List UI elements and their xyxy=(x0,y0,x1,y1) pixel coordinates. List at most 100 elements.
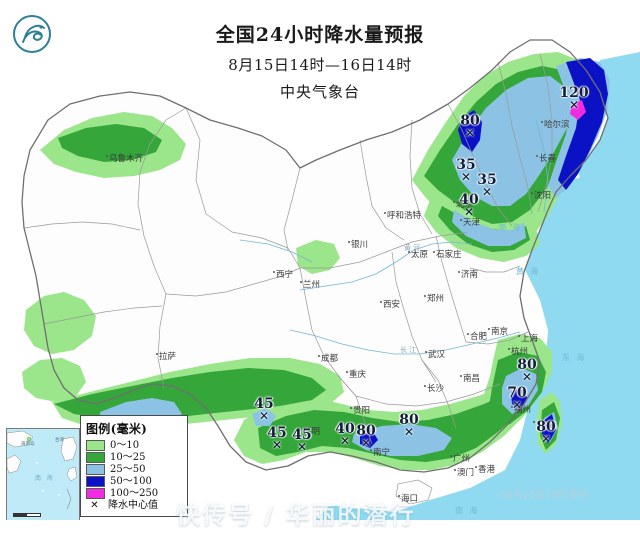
city-dot-icon xyxy=(370,448,372,451)
precip-center-value: 80 xyxy=(536,419,556,435)
city-label-9: 石家庄 xyxy=(433,248,462,260)
city-dot-icon xyxy=(384,211,386,214)
city-name: 北京 xyxy=(456,200,474,210)
city-dot-icon xyxy=(346,370,348,373)
city-name: 澳门 xyxy=(457,468,475,478)
city-label-13: 成都 xyxy=(318,352,338,364)
city-dot-icon xyxy=(460,218,462,221)
precip-center-4: 40 ✕ xyxy=(452,193,486,218)
legend-label-4: 100～250 xyxy=(110,487,159,499)
legend-row-0: 0～10 xyxy=(86,440,182,451)
south-china-sea-inset: 台湾 海南岛 南 海 1:40 000 000 xyxy=(6,428,80,528)
precip-center-x-icon: ✕ xyxy=(360,436,372,450)
city-dot-icon xyxy=(273,270,275,273)
legend-row-2: 25～50 xyxy=(86,464,182,475)
city-label-17: 南京 xyxy=(488,325,508,337)
city-label-0: 乌鲁木齐 xyxy=(106,152,143,164)
city-label-23: 贵阳 xyxy=(350,404,370,416)
forecast-period: 8月15日14时—16日14时 xyxy=(228,55,412,74)
city-label-32: 长春 xyxy=(536,152,556,164)
legend-row-center-marker: ✕ 降水中心值 xyxy=(86,500,182,511)
precip-center-1: 120 ✕ xyxy=(557,86,591,111)
precip-center-2: 35 ✕ xyxy=(449,158,483,183)
precip-center-6: 45 ✕ xyxy=(260,426,294,451)
city-name: 哈尔滨 xyxy=(544,120,570,130)
city-label-15: 武汉 xyxy=(425,348,445,360)
precip-center-x-icon: ✕ xyxy=(271,438,283,452)
precip-band-100-250 xyxy=(570,100,586,120)
city-label-16: 合肥 xyxy=(467,330,487,342)
city-label-11: 郑州 xyxy=(424,292,444,304)
city-label-20: 南昌 xyxy=(460,372,480,384)
city-dot-icon xyxy=(424,384,426,387)
legend-swatch-3 xyxy=(86,476,105,487)
city-name: 杭州 xyxy=(511,347,529,357)
legend-label-2: 25～50 xyxy=(110,463,146,475)
precip-center-x-icon: ✕ xyxy=(403,425,415,439)
city-dot-icon xyxy=(380,300,382,303)
issue-time-text: 08月15日18时发布 xyxy=(500,490,589,501)
city-name: 广州 xyxy=(453,454,471,464)
city-dot-icon xyxy=(536,154,538,157)
geo-label-3: 东 海 xyxy=(562,353,587,362)
legend-label-0: 0～10 xyxy=(110,439,140,451)
city-name: 沈阳 xyxy=(534,191,552,201)
city-name: 台北 xyxy=(536,420,554,430)
city-dot-icon xyxy=(488,327,490,330)
city-name: 西安 xyxy=(383,300,401,310)
precip-center-value: 35 xyxy=(456,157,476,173)
city-name: 西宁 xyxy=(276,270,294,280)
precip-center-12: 70 ✕ xyxy=(500,386,534,411)
precip-center-value: 40 xyxy=(335,421,355,437)
city-dot-icon xyxy=(350,406,352,409)
precip-center-value: 80 xyxy=(517,357,537,373)
precip-center-value: 120 xyxy=(559,85,589,101)
geo-label-5: 渤 海 xyxy=(498,223,523,232)
city-name: 福州 xyxy=(514,405,532,415)
city-label-7: 天津 xyxy=(460,216,480,228)
city-dot-icon xyxy=(533,420,535,423)
city-label-29: 台北 xyxy=(533,418,553,430)
legend-row-1: 10～25 xyxy=(86,452,182,463)
legend-label-3: 50～100 xyxy=(110,475,152,487)
city-name: 郑州 xyxy=(427,294,445,304)
watermark-text: 快传号 / 华丽的潜行 xyxy=(176,501,416,529)
city-label-18: 上海 xyxy=(518,332,538,344)
city-label-33: 沈阳 xyxy=(531,189,551,201)
city-label-19: 杭州 xyxy=(508,345,528,357)
precip-center-value: 45 xyxy=(254,396,274,412)
city-dot-icon xyxy=(318,354,320,357)
city-dot-icon xyxy=(475,465,477,468)
city-name: 南昌 xyxy=(463,374,481,384)
city-label-4: 银川 xyxy=(348,238,368,250)
city-dot-icon xyxy=(511,405,513,408)
precip-center-x-icon: ✕ xyxy=(464,126,476,140)
precip-center-x-icon: ✕ xyxy=(296,440,308,454)
city-name: 兰州 xyxy=(303,280,321,290)
city-name: 贵阳 xyxy=(353,406,371,416)
precip-center-x-icon: ✕ xyxy=(511,398,523,412)
precip-center-value: 35 xyxy=(477,172,497,188)
city-name: 太原 xyxy=(411,250,429,260)
national-boundary xyxy=(21,39,609,473)
city-dot-icon xyxy=(518,334,520,337)
legend-swatch-1 xyxy=(86,452,105,463)
city-label-1: 拉萨 xyxy=(156,350,176,362)
city-label-26: 广州 xyxy=(450,452,470,464)
city-name: 重庆 xyxy=(349,370,367,380)
precip-center-value: 70 xyxy=(507,385,527,401)
precip-center-x-icon: ✕ xyxy=(521,370,533,384)
rivers xyxy=(239,119,549,355)
city-name: 天津 xyxy=(463,218,481,228)
city-dot-icon xyxy=(106,154,108,157)
city-name: 海口 xyxy=(401,494,419,504)
geo-label-4: 南 海 xyxy=(455,506,480,515)
precip-center-9: 80 ✕ xyxy=(349,424,383,449)
city-dot-icon xyxy=(424,294,426,297)
geo-label-2: 黄 海 xyxy=(516,267,541,276)
city-dot-icon xyxy=(408,250,410,253)
precip-center-8: 40 ✕ xyxy=(328,422,362,447)
city-dot-icon xyxy=(398,494,400,497)
